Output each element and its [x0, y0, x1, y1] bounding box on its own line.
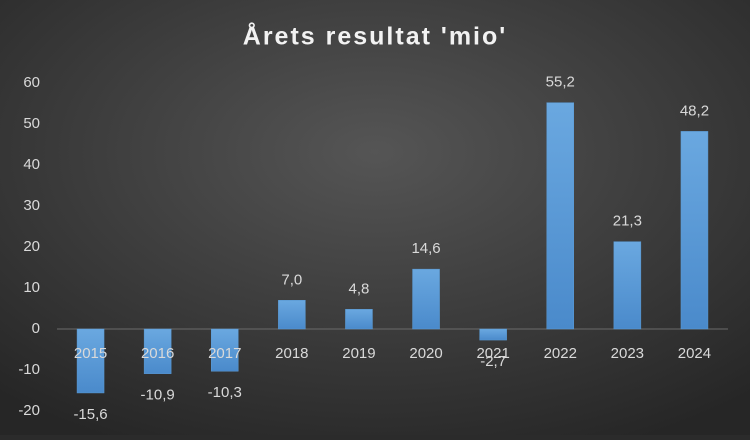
x-tick-label: 2021	[476, 345, 509, 362]
value-label: 48,2	[680, 102, 709, 119]
x-tick-label: 2016	[141, 345, 174, 362]
bar	[479, 328, 507, 341]
x-tick-label: 2017	[208, 345, 241, 362]
bar	[680, 131, 709, 330]
bar	[211, 328, 239, 372]
x-tick-label: 2019	[342, 345, 375, 362]
y-tick-label: -10	[18, 361, 40, 378]
x-tick-label: 2018	[275, 345, 308, 362]
value-label: -15,6	[73, 406, 107, 423]
x-tick-label: 2015	[74, 345, 107, 362]
y-tick-label: 20	[23, 238, 40, 255]
y-tick-label: 60	[23, 74, 40, 91]
x-tick-label: 2020	[409, 345, 442, 362]
bar	[345, 309, 373, 330]
x-tick-label: 2023	[611, 345, 644, 362]
bar	[76, 328, 105, 394]
x-tick-label: 2022	[544, 345, 577, 362]
bar	[546, 102, 574, 330]
y-tick-label: -20	[18, 402, 40, 419]
value-label: 55,2	[546, 74, 575, 91]
bar	[613, 241, 642, 330]
value-label: -10,3	[208, 384, 242, 401]
value-label: 21,3	[613, 213, 642, 230]
y-tick-label: 0	[32, 320, 40, 337]
value-label: -2,7	[480, 353, 506, 370]
value-label: 4,8	[349, 280, 370, 297]
bar	[278, 300, 306, 330]
x-tick-label: 2024	[678, 345, 711, 362]
y-tick-label: 40	[23, 156, 40, 173]
value-label: 14,6	[411, 240, 440, 257]
y-tick-label: 50	[23, 115, 40, 132]
y-tick-label: 30	[23, 197, 40, 214]
bar	[412, 268, 440, 330]
chart-title: Årets resultat 'mio'	[243, 22, 507, 51]
y-tick-label: 10	[23, 279, 40, 296]
value-label: -10,9	[141, 387, 175, 404]
value-label: 7,0	[281, 271, 302, 288]
bar	[143, 328, 172, 374]
